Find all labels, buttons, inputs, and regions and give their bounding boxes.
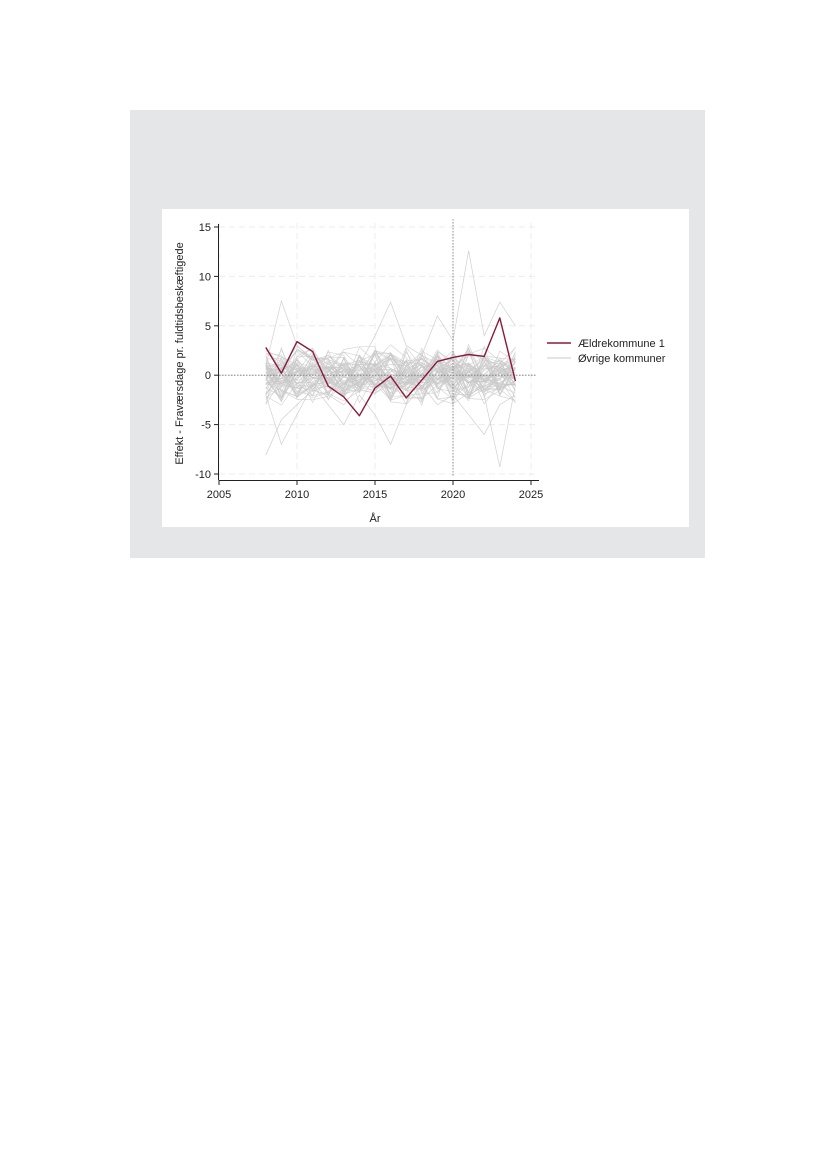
y-tick-label: 10 [199,271,211,283]
series-line-aeldrekommune-1 [265,317,517,417]
other-municipality-line [265,346,516,405]
legend-label-aeldrekommune-1: Ældrekommune 1 [578,338,665,350]
other-municipalities-lines [265,250,516,468]
x-tick-label: 2010 [285,489,309,501]
legend: Ældrekommune 1 Øvrige kommuner [547,338,666,365]
other-municipality-line [265,350,516,403]
x-tick-label: 2025 [519,489,543,501]
other-municipality-line [265,357,516,394]
x-tick-label: 2005 [207,489,231,501]
y-tick-label: -10 [195,469,211,481]
other-municipality-line [265,250,516,371]
other-municipality-line [265,384,516,446]
y-tick-label: -5 [201,420,211,432]
other-municipality-line [265,350,516,400]
y-tick-label: 15 [199,222,211,234]
y-tick-label: 5 [205,321,211,333]
other-municipality-line [265,352,516,400]
x-tick-label: 2015 [363,489,387,501]
other-municipality-line [265,346,516,400]
other-municipality-line [265,356,516,390]
axes: -10 -5 0 5 10 15 2005 2010 2015 2020 2025 År Effekt … [174,222,543,525]
y-tick-label: 0 [205,370,211,382]
x-tick-label: 2020 [441,489,465,501]
other-municipality-line [265,351,516,404]
other-municipality-line [265,350,516,400]
y-axis-title: Effekt - Fraværsdage pr. fuldtidsbeskæft… [174,242,186,464]
main-series [265,317,517,417]
other-municipality-line [265,354,516,396]
reference-lines [219,219,537,476]
legend-label-ovrige-kommuner: Øvrige kommuner [578,353,666,365]
x-axis-title: År [370,512,381,525]
